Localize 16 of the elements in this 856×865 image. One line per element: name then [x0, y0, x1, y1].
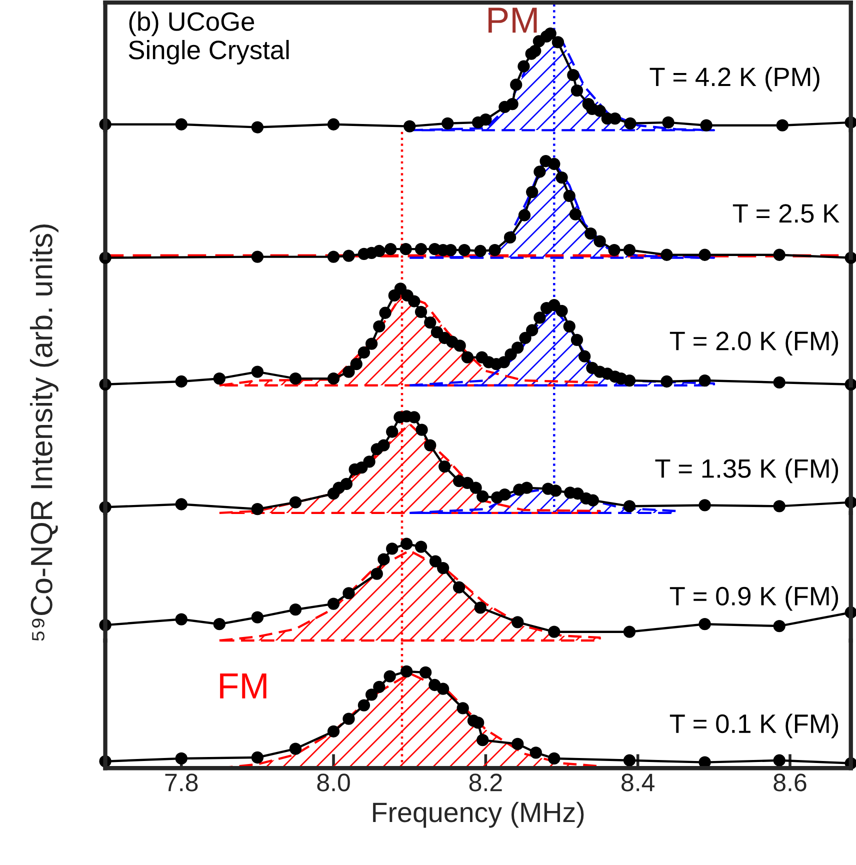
x-tick-label: 8.4	[622, 774, 654, 792]
annotation: T = 4.2 K (PM)	[650, 66, 820, 92]
annotation: T = 2.0 K (FM)	[670, 330, 838, 356]
x-tick-label: 8.0	[317, 774, 350, 792]
text: PM	[488, 8, 537, 33]
annotation: T = 0.1 K (FM)	[670, 714, 838, 738]
annotation: T = 2.5 K	[732, 204, 840, 223]
annotation: FM	[220, 674, 266, 698]
x-tick-label: 8.6	[774, 774, 806, 792]
x-tick-label: 7.8	[165, 774, 198, 792]
annotation: T = 1.35 K (FM)	[655, 458, 838, 484]
y-axis-title: ⁵⁹Co-NQR Intensity (arb. units)	[30, 224, 58, 641]
x-axis-title: Frequency (MHz)	[373, 802, 584, 828]
annotation: T = 0.9 K (FM)	[670, 586, 838, 611]
x-tick-label: 8.2	[469, 774, 502, 792]
annotation: (b) UCoGe Single Crystal	[128, 12, 289, 65]
